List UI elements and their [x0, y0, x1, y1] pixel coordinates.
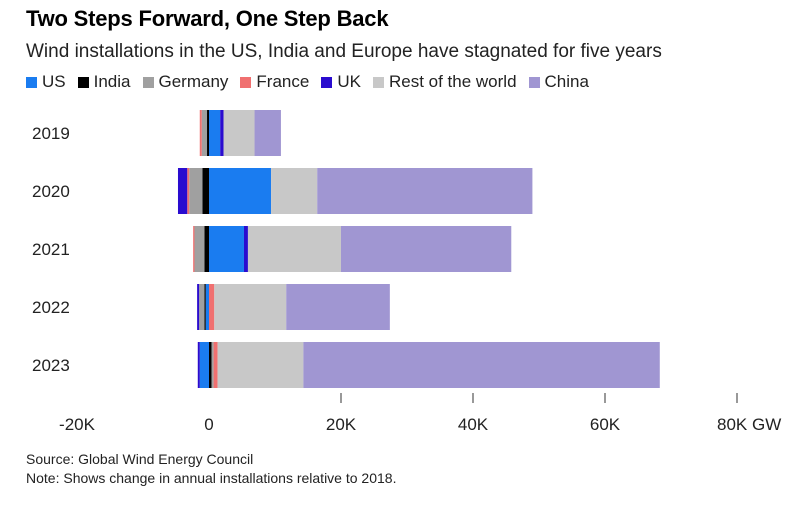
legend-label: China: [544, 72, 589, 91]
y-tick-label: 2021: [32, 240, 70, 259]
legend-label: US: [42, 72, 66, 91]
bar-uk-2023: [197, 342, 200, 388]
y-tick-label: 2019: [32, 124, 70, 143]
bar-uk-2022: [197, 284, 200, 330]
legend-label: France: [256, 72, 310, 91]
bar-china-2021: [341, 226, 512, 272]
legend-swatch: [77, 76, 89, 88]
bar-rest-of-the-world-2020: [271, 168, 318, 214]
legend-item-france: France: [240, 72, 309, 92]
legend-label: Rest of the world: [388, 72, 517, 91]
legend-swatch: [142, 76, 154, 88]
bar-france-2022: [209, 284, 215, 330]
bar-china-2023: [303, 342, 660, 388]
legend-swatch: [26, 76, 37, 88]
legend-swatch: [321, 76, 333, 88]
legend-item-china: China: [528, 72, 589, 92]
x-tick-label: -20K: [59, 415, 96, 434]
legend-swatch: [528, 76, 540, 88]
x-tick-label: 80K GW: [717, 415, 781, 434]
y-tick-label: 2020: [32, 182, 70, 201]
x-tick-label: 0: [204, 415, 213, 434]
bar-uk-2021: [243, 226, 248, 272]
bar-china-2020: [317, 168, 533, 214]
bar-uk-2019: [220, 110, 224, 156]
bar-france-2020: [187, 168, 190, 214]
bar-germany-2019: [201, 110, 208, 156]
bar-germany-2020: [189, 168, 203, 214]
bar-france-2021: [193, 226, 195, 272]
bar-india-2020: [202, 168, 209, 214]
x-tick-label: 60K: [590, 415, 621, 434]
stacked-bar-chart: 2019 2020 2021 2022 2023 -20K 0 20K 40K 60K 80K GW: [32, 110, 781, 434]
bar-germany-2021: [194, 226, 205, 272]
bar-us-2022: [205, 284, 209, 330]
bar-china-2022: [286, 284, 390, 330]
bar-india-2019: [207, 110, 209, 156]
legend-item-germany: Germany: [142, 72, 229, 92]
legend-label: Germany: [158, 72, 229, 91]
bar-us-2021: [209, 226, 244, 272]
y-tick-label: 2022: [32, 298, 70, 317]
legend-label: UK: [337, 72, 361, 91]
bar-rest-of-the-world-2022: [214, 284, 287, 330]
bar-germany-2022: [199, 284, 205, 330]
source-note: Source: Global Wind Energy Council: [26, 451, 254, 467]
legend-item-us: US: [26, 72, 66, 92]
bar-rest-of-the-world-2019: [223, 110, 255, 156]
bar-france-2023: [213, 342, 218, 388]
bar-us-2023: [199, 342, 209, 388]
bar-rest-of-the-world-2023: [217, 342, 304, 388]
bar-us-2019: [209, 110, 221, 156]
footnote: Note: Shows change in annual installatio…: [26, 470, 397, 486]
legend-item-rest-of-the-world: Rest of the world: [372, 72, 517, 92]
bar-rest-of-the-world-2021: [247, 226, 341, 272]
bar-uk-2020: [177, 168, 188, 214]
bar-india-2021: [204, 226, 209, 272]
legend-item-india: India: [77, 72, 131, 92]
bar-india-2022: [204, 284, 206, 330]
legend-swatch: [240, 76, 252, 88]
bar-china-2019: [254, 110, 281, 156]
x-tick-label: 40K: [458, 415, 489, 434]
x-tick-label: 20K: [326, 415, 357, 434]
bar-germany-2023: [211, 342, 214, 388]
y-tick-label: 2023: [32, 356, 70, 375]
chart-title: Two Steps Forward, One Step Back: [26, 6, 389, 31]
chart-subtitle: Wind installations in the US, India and …: [26, 41, 662, 62]
legend: US India Germany France UK Rest of the world C…: [26, 72, 601, 92]
bar-us-2020: [209, 168, 272, 214]
legend-item-uk: UK: [321, 72, 361, 92]
bar-india-2023: [209, 342, 212, 388]
bar-france-2019: [199, 110, 202, 156]
legend-label: India: [93, 72, 131, 91]
legend-swatch: [372, 76, 384, 88]
